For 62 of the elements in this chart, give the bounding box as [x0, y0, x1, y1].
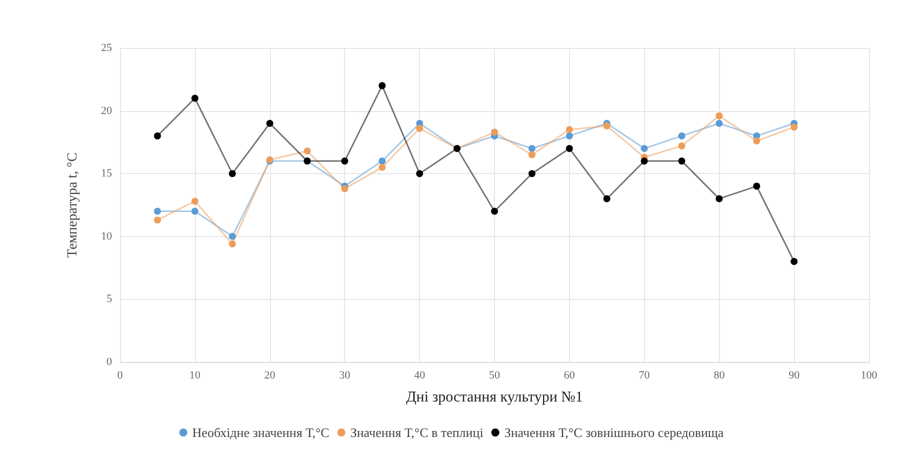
x-tick-label: 10 [189, 370, 201, 382]
point [716, 112, 723, 120]
point [491, 128, 498, 136]
y-tick-label: 10 [101, 230, 112, 242]
point [154, 216, 161, 224]
point [528, 170, 536, 178]
point [191, 208, 198, 215]
point [790, 124, 798, 131]
point [228, 170, 236, 178]
point [378, 82, 386, 90]
point [528, 144, 536, 152]
y-tick-label: 5 [106, 293, 112, 306]
point [566, 144, 573, 152]
point [566, 132, 573, 140]
point [228, 232, 236, 240]
point [603, 122, 610, 130]
point [678, 158, 686, 165]
point [640, 158, 648, 165]
y-tick-label: 20 [101, 104, 112, 117]
point [154, 208, 161, 215]
point [753, 182, 760, 190]
point [716, 195, 723, 202]
x-tick-label: 60 [564, 370, 576, 382]
x-tick-label: 20 [264, 370, 276, 382]
point [753, 137, 760, 144]
legend-label: Значення Т,°С в теплиці [350, 425, 484, 440]
point [678, 132, 686, 140]
point [678, 142, 686, 150]
point [191, 198, 198, 205]
x-tick-label: 40 [414, 370, 426, 382]
point [790, 258, 798, 266]
x-tick-label: 100 [860, 370, 878, 382]
point [491, 208, 498, 215]
legend-label: Значення Т,°С зовнішнього середовища [504, 425, 724, 440]
y-axis-title: Температура t, °С [66, 152, 80, 258]
x-tick-label: 30 [339, 370, 351, 382]
point [191, 94, 198, 102]
y-tick-label: 15 [101, 168, 112, 180]
point [304, 147, 311, 154]
point [154, 132, 161, 140]
point [228, 240, 236, 248]
x-tick-label: 90 [788, 370, 800, 382]
y-tick-label: 0 [106, 356, 112, 368]
point [640, 144, 648, 152]
legend-label: Необхідне значення Т,°С [192, 425, 330, 440]
point [603, 195, 610, 202]
x-tick-label: 80 [714, 370, 726, 382]
point [341, 158, 348, 165]
point [378, 164, 386, 171]
point [716, 120, 723, 127]
point [416, 170, 424, 178]
x-axis-title: Дні зростання культури №1 [406, 390, 583, 406]
x-tick-label: 0 [117, 370, 124, 382]
point [341, 185, 348, 192]
point [416, 124, 424, 132]
y-tick-label: 25 [101, 42, 112, 54]
point [566, 126, 573, 134]
x-tick-label: 70 [638, 370, 650, 382]
x-tick-label: 50 [489, 370, 500, 382]
point [266, 120, 274, 127]
point [528, 151, 536, 158]
point [378, 158, 386, 165]
